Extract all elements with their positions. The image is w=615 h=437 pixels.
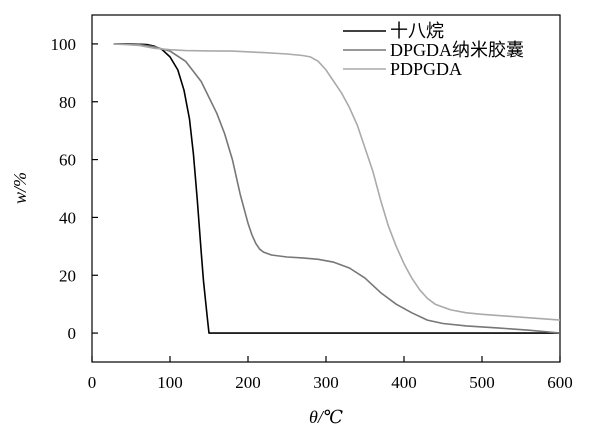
y-tick-label: 60 <box>59 151 76 170</box>
x-tick-label: 0 <box>88 373 97 392</box>
x-tick-label: 200 <box>235 373 261 392</box>
plot-frame <box>91 14 561 363</box>
y-tick-label: 20 <box>59 266 76 285</box>
series-line-2 <box>113 43 561 334</box>
legend-label-2: DPGDA纳米胶囊 <box>390 40 524 60</box>
y-tick-label: 40 <box>59 208 76 227</box>
y-tick-label: 0 <box>68 324 77 343</box>
y-tick-label: 100 <box>51 35 77 54</box>
x-tick-label: 600 <box>547 373 573 392</box>
y-tick-label: 80 <box>59 93 76 112</box>
series-lines <box>113 43 561 334</box>
y-axis-label: w/% <box>10 172 30 204</box>
x-tick-label: 400 <box>391 373 417 392</box>
x-axis-label: θ/℃ <box>309 407 343 427</box>
x-tick-label: 100 <box>157 373 183 392</box>
legend-label-1: 十八烷 <box>390 21 444 41</box>
series-line-3 <box>113 43 561 321</box>
x-tick-label: 300 <box>313 373 339 392</box>
legend-label-3: PDPGDA <box>390 59 462 79</box>
x-tick-label: 500 <box>469 373 495 392</box>
axis-ticks: 0 100 200 300 400 500 600 0 20 40 60 80 100 <box>51 35 573 392</box>
